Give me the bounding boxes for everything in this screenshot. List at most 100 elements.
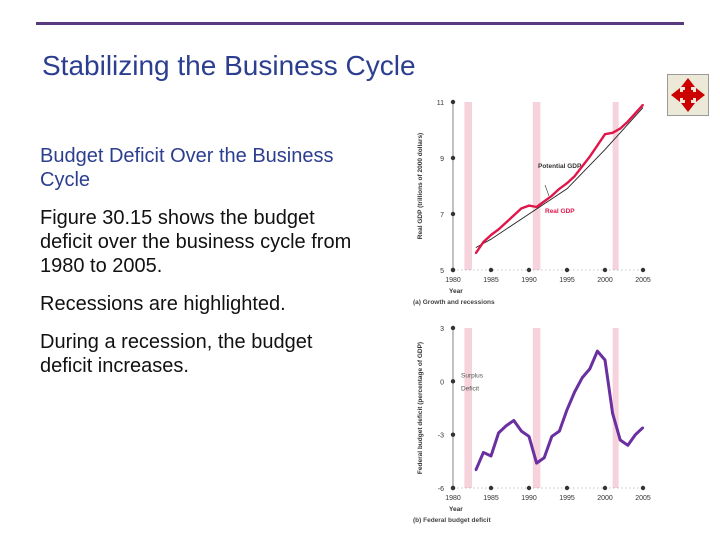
x-tick: [640, 485, 646, 491]
budget-balance-point: [505, 424, 508, 427]
y-tick: [450, 325, 456, 331]
panel-caption: (a) Growth and recessions: [413, 299, 495, 306]
budget-balance-point: [543, 456, 546, 459]
y-axis-label: Real GDP (trillions of 2000 dollars): [417, 133, 424, 239]
real-gdp-point: [573, 175, 576, 178]
budget-balance-point: [634, 433, 637, 436]
x-tick: [564, 485, 570, 491]
recession-band: [464, 102, 472, 270]
real-gdp-point: [528, 204, 530, 207]
x-tick-label: 1990: [521, 277, 537, 284]
budget-balance-point: [566, 408, 568, 411]
x-tick: [450, 267, 456, 273]
real-gdp-point: [619, 127, 622, 130]
budget-balance-point: [512, 419, 515, 422]
real-gdp-point: [550, 194, 553, 197]
slide-title: Stabilizing the Business Cycle: [42, 50, 416, 81]
chart-panel-2: -6 -3 0 3 1980 1985 1990 1995 2000 2005 Year (b) Fe…: [413, 325, 651, 524]
x-axis-label: Year: [449, 506, 463, 513]
budget-balance-point: [550, 435, 553, 438]
real-gdp-point: [512, 214, 515, 217]
real-gdp-point: [634, 112, 637, 115]
real-gdp-point: [558, 187, 561, 190]
budget-balance-point: [474, 469, 477, 472]
chart-panel-1: 5 7 9 11 1980 1985 1990 1995 2000 2005 Year (a) Gro…: [413, 99, 651, 306]
real-gdp-point: [604, 133, 606, 136]
x-tick-label: 1980: [445, 495, 461, 502]
y-tick: [450, 211, 456, 217]
x-tick-label: 1985: [483, 495, 499, 502]
potential-gdp-line: [475, 107, 644, 248]
x-axis-label: Year: [449, 288, 463, 295]
figure-chart: 5 7 9 11 1980 1985 1990 1995 2000 2005 Year (a) Gro…: [413, 99, 651, 524]
y-tick-label: 3: [440, 326, 444, 333]
real-gdp-point: [535, 206, 538, 208]
real-gdp-point: [543, 200, 546, 203]
title-rule: [36, 22, 684, 25]
paragraph-deficit: During a recession, the budget deficit i…: [40, 331, 313, 377]
real-gdp-point: [642, 103, 644, 106]
real-gdp-point: [611, 131, 614, 134]
real-gdp-point: [497, 228, 500, 231]
x-tick: [526, 267, 532, 273]
potential-gdp-pointer: [544, 184, 550, 197]
real-gdp-annotation: Real GDP: [545, 208, 575, 215]
real-gdp-point: [520, 207, 523, 210]
budget-balance-point: [626, 444, 629, 447]
text-block: Budget Deficit Over the Business Cycle F…: [40, 144, 370, 392]
x-tick-label: 2005: [635, 277, 651, 284]
x-tick-label: 1980: [445, 277, 461, 284]
paragraph-figure: Figure 30.15 shows the budget deficit ov…: [40, 207, 352, 277]
recession-band: [464, 328, 472, 488]
x-tick-label: 2000: [597, 495, 613, 502]
budget-balance-point: [490, 455, 492, 457]
budget-balance-point: [558, 430, 561, 433]
budget-balance-point: [588, 367, 591, 370]
y-tick-label: 5: [440, 268, 444, 275]
budget-balance-point: [581, 376, 584, 379]
real-gdp-point: [474, 252, 477, 255]
panel-caption: (b) Federal budget deficit: [413, 517, 491, 524]
recession-band: [612, 102, 619, 270]
real-gdp-point: [566, 182, 568, 185]
budget-balance-point: [573, 391, 576, 393]
y-tick-label: 9: [440, 156, 444, 163]
x-tick: [488, 485, 494, 491]
y-tick: [450, 379, 456, 384]
x-tick-label: 1985: [483, 277, 499, 284]
x-tick: [488, 267, 494, 273]
budget-balance-point: [497, 431, 500, 434]
y-tick: [450, 99, 456, 105]
potential-gdp-annotation: Potential GDP: [538, 163, 582, 170]
real-gdp-point: [505, 221, 508, 224]
budget-balance-point: [482, 451, 485, 454]
real-gdp-point: [581, 165, 584, 168]
y-tick-label: -6: [438, 486, 444, 493]
x-tick: [526, 485, 532, 491]
budget-balance-point: [604, 359, 606, 361]
y-tick-label: 11: [437, 100, 444, 107]
paragraph-recessions: Recessions are highlighted.: [40, 293, 286, 315]
paragraph-heading: Budget Deficit Over the Business Cycle: [40, 145, 334, 191]
budget-balance-point: [619, 439, 622, 441]
recession-band: [532, 328, 541, 488]
x-tick: [564, 267, 570, 273]
x-tick-label: 1990: [521, 495, 537, 502]
real-gdp-point: [490, 234, 492, 236]
budget-balance-point: [535, 462, 538, 465]
x-tick: [450, 485, 456, 491]
budget-balance-point: [596, 350, 599, 353]
x-tick: [602, 485, 608, 491]
x-tick-label: 2000: [597, 277, 613, 284]
real-gdp-point: [588, 155, 591, 158]
budget-balance-point: [528, 435, 530, 438]
real-gdp-point: [626, 120, 629, 123]
y-tick: [450, 432, 456, 437]
x-tick: [640, 267, 646, 273]
y-tick-label: 0: [440, 379, 444, 386]
deficit-annotation: Deficit: [461, 385, 479, 392]
y-tick-label: -3: [438, 433, 444, 440]
real-gdp-point: [482, 241, 485, 243]
navigation-button[interactable]: [667, 74, 709, 116]
y-tick-label: 7: [440, 212, 444, 219]
